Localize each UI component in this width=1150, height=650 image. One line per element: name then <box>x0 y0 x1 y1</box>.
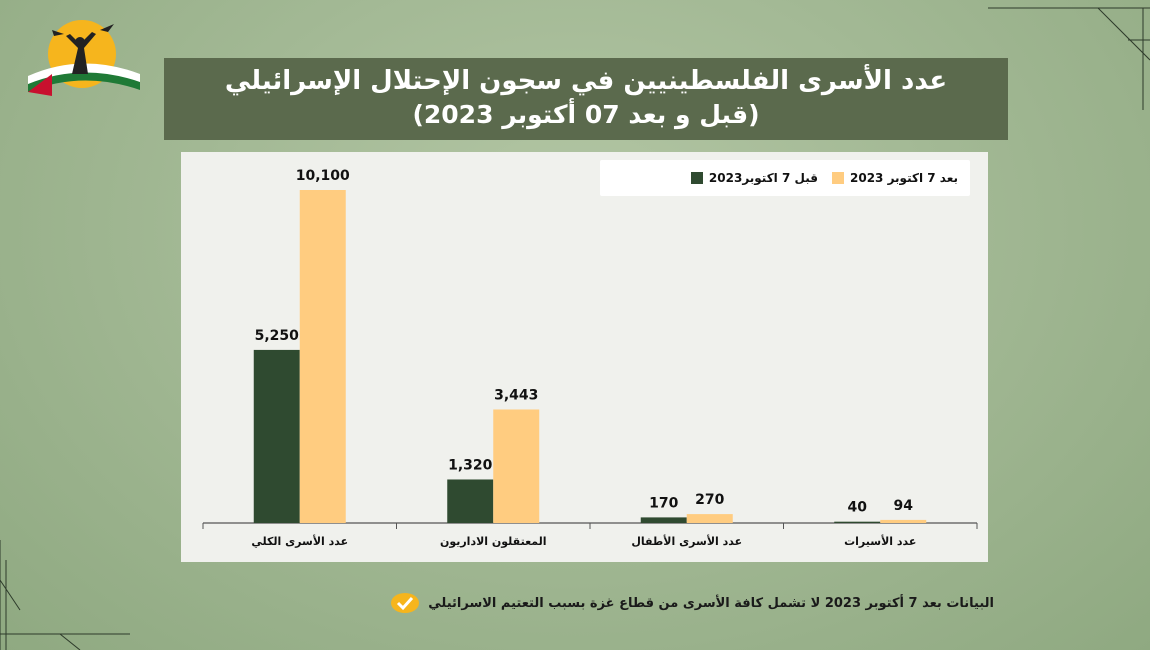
bar-after <box>686 514 733 523</box>
bar-after <box>299 190 346 523</box>
data-label: 5,250 <box>255 328 300 344</box>
data-label: 3,443 <box>494 387 538 403</box>
legend-label-before: قبل 7 اكتوبر2023 <box>708 171 818 185</box>
legend-label-after: بعد 7 اكتوبر 2023 <box>850 171 958 185</box>
data-label: 40 <box>848 500 868 516</box>
data-label: 270 <box>695 492 724 508</box>
data-label: 170 <box>649 495 678 511</box>
category-label: المعتقلون الاداريون <box>440 535 547 548</box>
data-label: 1,320 <box>448 457 493 473</box>
bar-before <box>447 479 494 523</box>
legend-item-after: بعد 7 اكتوبر 2023 <box>832 171 958 185</box>
bar-before <box>640 517 687 523</box>
bar-chart: 5,250 10,100 عدد الأسرى الكلي 1,320 3,443 الم… <box>202 168 978 548</box>
category-label: عدد الأسرى الأطفال <box>631 534 742 548</box>
prisoners-logo-icon <box>28 20 140 96</box>
category-label: عدد الأسيرات <box>844 534 916 548</box>
page-title: عدد الأسرى الفلسطينيين في سجون الإحتلال … <box>224 66 948 96</box>
footnote-text: البيانات بعد 7 أكتوبر 2023 لا تشمل كافة … <box>428 595 994 611</box>
title-banner: عدد الأسرى الفلسطينيين في سجون الإحتلال … <box>164 58 1008 140</box>
bar-after <box>493 409 540 523</box>
data-label: 10,100 <box>296 168 350 184</box>
legend-swatch-after <box>832 172 844 184</box>
legend-swatch-before <box>690 172 703 184</box>
footnote: البيانات بعد 7 أكتوبر 2023 لا تشمل كافة … <box>390 592 994 614</box>
legend-item-before: قبل 7 اكتوبر2023 <box>690 171 818 185</box>
page-subtitle: (قبل و بعد 07 أكتوبر 2023) <box>412 100 760 129</box>
bar-before <box>253 349 300 523</box>
data-label: 94 <box>894 498 914 514</box>
chart-legend: بعد 7 اكتوبر 2023 قبل 7 اكتوبر2023 <box>600 160 970 196</box>
check-icon <box>391 593 420 613</box>
bar-after <box>880 519 927 523</box>
category-label: عدد الأسرى الكلي <box>251 534 348 548</box>
chart-panel: بعد 7 اكتوبر 2023 قبل 7 اكتوبر2023 5,250… <box>181 152 988 562</box>
bar-before <box>834 521 881 523</box>
